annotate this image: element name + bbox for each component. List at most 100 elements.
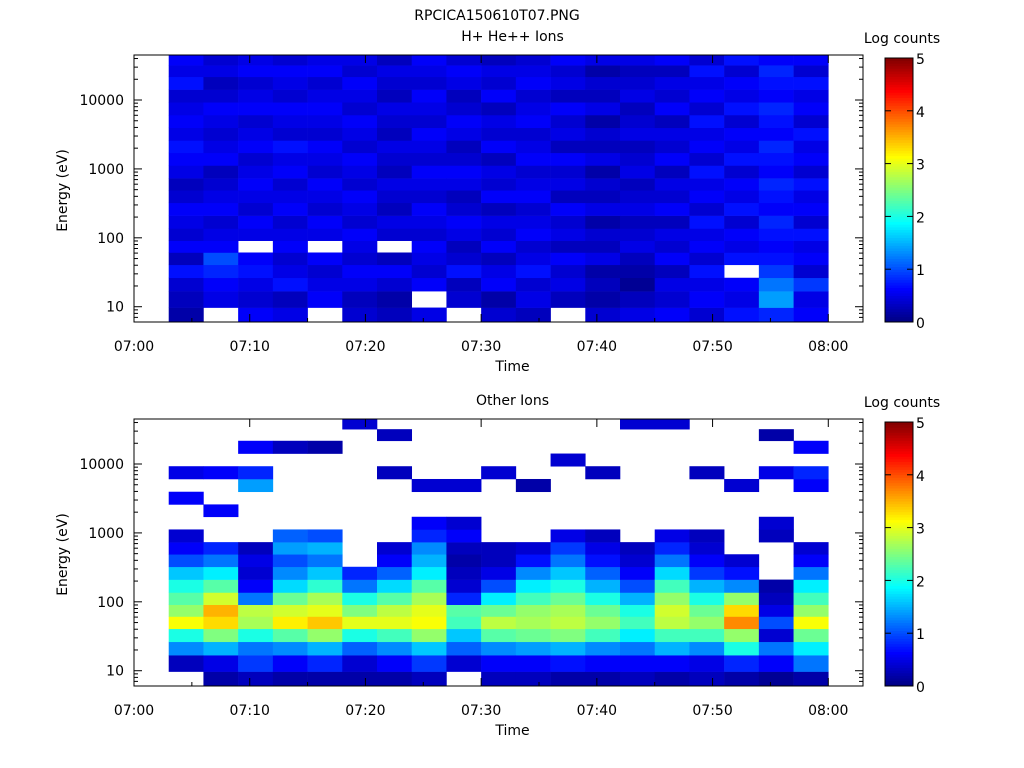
heatmap-cell [550,76,586,90]
colorbar-swatch [885,221,913,225]
heatmap-cell [585,65,621,78]
heatmap-cell [168,307,204,323]
colorbar-tick-label: 1 [916,627,925,643]
heatmap-cell [203,579,239,593]
heatmap-cell [758,127,794,141]
colorbar-swatch [885,514,913,518]
heatmap-cell [307,190,343,204]
heatmap-cell [793,264,829,279]
colorbar-swatch [885,295,913,299]
heatmap-cell [238,579,274,593]
colorbar-swatch [885,224,913,228]
colorbar-swatch [885,155,913,159]
heatmap-cell [515,240,551,253]
colorbar-swatch [885,142,913,146]
colorbar-swatch [885,664,913,668]
heatmap-cell [550,628,586,643]
heatmap-cell [793,592,829,605]
colorbar-swatch [885,60,913,64]
heatmap-cell [203,114,239,129]
heatmap-cell [585,616,621,630]
heatmap-cell [168,554,204,568]
heatmap-cell [689,102,725,116]
heatmap-cell [654,240,690,253]
heatmap-cell [758,466,794,480]
heatmap-cell [620,228,656,241]
colorbar-swatch [885,564,913,568]
heatmap-cell [793,291,829,308]
heatmap-cell [342,140,378,154]
colorbar-swatch [885,203,913,207]
heatmap-cell [377,579,413,593]
colorbar-swatch [885,171,913,175]
colorbar-swatch [885,139,913,143]
colorbar-swatch [885,543,913,547]
colorbar-swatch [885,488,913,492]
heatmap-cell [793,579,829,593]
colorbar-swatch [885,240,913,244]
heatmap-cell [168,277,204,292]
heatmap-cell [342,202,378,216]
heatmap-cell [411,65,447,78]
heatmap-cell [446,76,482,90]
heatmap-cell [411,152,447,166]
heatmap-cells [168,419,829,687]
heatmap-cell [585,291,621,308]
heatmap-cell [342,215,378,229]
colorbar-swatch [885,461,913,465]
heatmap-cell [689,178,725,191]
heatmap-cell [654,592,690,605]
heatmap-cell [203,592,239,605]
heatmap-cell [342,178,378,191]
colorbar-swatch [885,153,913,157]
heatmap-cell [411,641,447,656]
colorbar-swatch [885,559,913,563]
heatmap-cell [689,264,725,279]
heatmap-cell [793,165,829,179]
heatmap-cell [515,140,551,154]
heatmap-cell [238,228,274,241]
colorbar-swatch [885,451,913,455]
heatmap-cell [168,178,204,191]
heatmap-cell [758,76,794,90]
heatmap-cell [515,127,551,141]
heatmap-cell [654,542,690,555]
heatmap-cell [307,671,343,687]
y-tick-label: 1000 [88,526,124,542]
heatmap-cell [481,307,517,323]
heatmap-cell [238,554,274,568]
heatmap-cell [377,252,413,266]
heatmap-cell [238,127,274,141]
heatmap-cell [446,529,482,543]
colorbar-swatch [885,659,913,663]
colorbar-swatch [885,279,913,283]
heatmap-cell [307,140,343,154]
heatmap-cell [550,453,586,467]
heatmap-cell [446,641,482,656]
colorbar-swatch [885,472,913,476]
colorbar-swatch [885,641,913,645]
heatmap-cell [446,655,482,672]
heatmap-cell [724,252,760,266]
heatmap-cell [377,604,413,617]
y-tick-label: 10000 [79,457,124,473]
heatmap-cell [654,641,690,656]
heatmap-cell [793,628,829,643]
heatmap-cell [481,466,517,480]
heatmap-cell [689,291,725,308]
heatmap-cell [411,228,447,241]
heatmap-cell [654,529,690,543]
heatmap-cell [515,542,551,555]
heatmap-cell [515,478,551,493]
heatmap-cell [620,152,656,166]
heatmap-cell [654,152,690,166]
colorbar-swatch [885,651,913,655]
heatmap-cell [342,655,378,672]
heatmap-cell [724,102,760,116]
heatmap-cell [238,89,274,103]
heatmap-cell [238,616,274,630]
y-tick-label: 10 [106,664,124,680]
heatmap-cell [272,165,308,179]
colorbar-swatch [885,150,913,154]
colorbar-swatch [885,248,913,252]
